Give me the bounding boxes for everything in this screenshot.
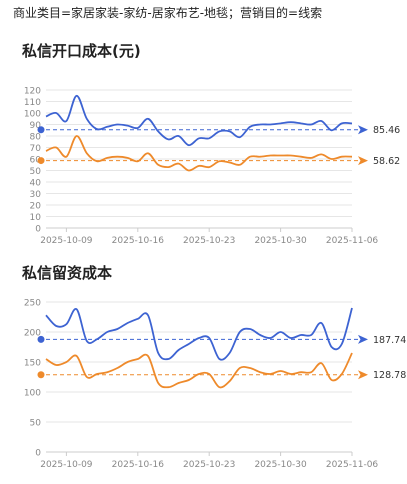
y-tick-label: 150 xyxy=(24,359,41,369)
y-tick-label: 10 xyxy=(30,213,42,223)
reference-arrow-icon xyxy=(358,334,368,344)
reference-marker-dot xyxy=(37,335,45,343)
x-tick-label: 2025-10-09 xyxy=(40,236,93,246)
chart-title-lead-cost: 私信留资成本 xyxy=(22,264,113,282)
x-tick-label: 2025-10-16 xyxy=(112,236,165,246)
reference-value-label: 85.46 xyxy=(373,125,400,136)
filter-summary: 商业类目=家居家装-家纺-居家布艺-地毯；营销目的=线索 xyxy=(13,6,323,20)
reference-marker-dot xyxy=(37,371,45,379)
y-tick-label: 50 xyxy=(30,167,42,177)
y-tick-label: 100 xyxy=(24,110,41,120)
y-tick-label: 80 xyxy=(30,133,42,143)
chart-title-open-cost: 私信开口成本(元) xyxy=(22,42,141,60)
reference-value-label: 187.74 xyxy=(373,335,406,346)
x-tick-label: 2025-10-23 xyxy=(183,460,235,470)
x-tick-label: 2025-10-30 xyxy=(254,236,307,246)
reference-arrow-icon xyxy=(358,156,368,166)
y-tick-label: 100 xyxy=(24,389,41,399)
series-line xyxy=(45,307,353,361)
reference-value-label: 128.78 xyxy=(373,370,406,381)
x-tick-label: 2025-11-06 xyxy=(326,460,379,470)
y-tick-label: 90 xyxy=(30,121,42,131)
x-tick-label: 2025-10-23 xyxy=(183,236,235,246)
reference-marker-dot xyxy=(37,126,45,134)
x-tick-label: 2025-11-06 xyxy=(326,236,379,246)
series-line xyxy=(45,135,353,172)
y-tick-label: 50 xyxy=(30,419,42,429)
y-tick-label: 200 xyxy=(24,329,41,339)
y-tick-label: 250 xyxy=(24,299,41,309)
x-tick-label: 2025-10-16 xyxy=(112,460,165,470)
y-tick-label: 0 xyxy=(35,225,41,235)
reference-arrow-icon xyxy=(358,370,368,380)
y-tick-label: 40 xyxy=(30,179,42,189)
y-tick-label: 120 xyxy=(24,87,41,97)
x-tick-label: 2025-10-30 xyxy=(254,460,307,470)
y-tick-label: 60 xyxy=(30,156,42,166)
y-tick-label: 70 xyxy=(30,144,42,154)
reference-value-label: 58.62 xyxy=(373,156,400,167)
y-tick-label: 110 xyxy=(24,98,41,108)
chart-lead-cost: 0 50 100 150 200 250 2025-10-09 2025-10-16 2025-… xyxy=(24,299,406,471)
x-tick-label: 2025-10-09 xyxy=(40,460,93,470)
reference-arrow-icon xyxy=(358,125,368,135)
y-tick-label: 0 xyxy=(35,449,41,459)
series-line xyxy=(45,352,353,389)
y-tick-label: 30 xyxy=(30,190,42,200)
reference-marker-dot xyxy=(37,157,45,165)
series-line xyxy=(45,94,353,147)
y-tick-label: 20 xyxy=(30,202,42,212)
